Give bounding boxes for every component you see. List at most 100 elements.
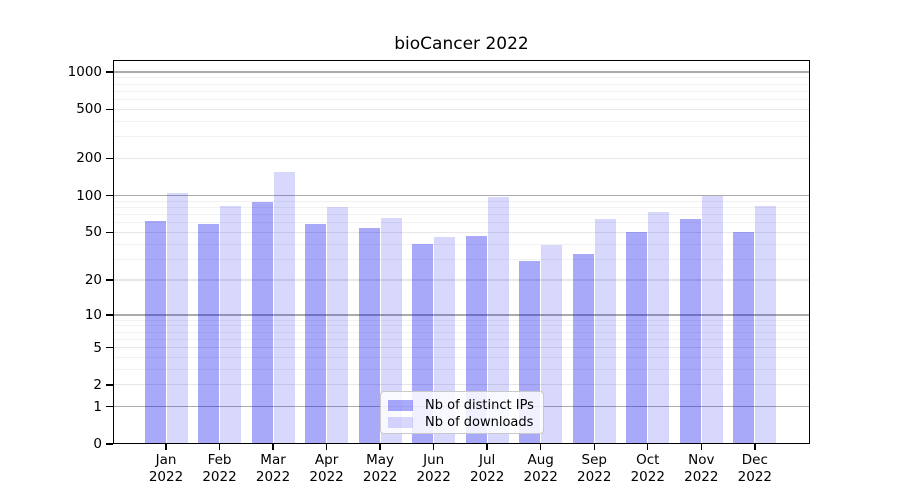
- bar-distinct-ips-oct: [626, 232, 648, 444]
- bar-distinct-ips-feb: [198, 224, 220, 444]
- y-tick-label: 10: [84, 306, 102, 323]
- x-tick-mark: [432, 444, 435, 450]
- y-tick-label: 2: [93, 376, 102, 393]
- y-tick-label: 200: [76, 150, 102, 167]
- y-tick-mark: [106, 346, 113, 349]
- x-tick-label: Jun 2022: [416, 452, 451, 485]
- x-tick-label: Aug 2022: [523, 452, 558, 485]
- minor-gridline: [113, 213, 810, 215]
- y-tick-mark: [106, 314, 113, 316]
- bar-distinct-ips-jan: [144, 220, 166, 444]
- x-tick-label: Apr 2022: [309, 452, 344, 485]
- y-tick-label: 20: [84, 272, 102, 289]
- bar-distinct-ips-sep: [572, 254, 594, 444]
- y-tick-mark: [106, 384, 113, 386]
- minor-gridline: [113, 325, 810, 327]
- legend-swatch-downloads: [388, 417, 413, 428]
- legend: Nb of distinct IPs Nb of downloads: [380, 391, 544, 434]
- decade-gridline: [113, 194, 810, 197]
- bar-distinct-ips-may: [358, 228, 380, 444]
- x-tick-label: Dec 2022: [737, 452, 772, 485]
- minor-gridline: [113, 120, 810, 122]
- chart-title: bioCancer 2022: [394, 34, 529, 54]
- bar-downloads-may: [380, 217, 402, 444]
- legend-item-distinct-ips: Nb of distinct IPs: [388, 398, 535, 413]
- x-tick-mark: [700, 444, 702, 450]
- x-tick-mark: [647, 444, 649, 450]
- minor-gridline: [113, 136, 810, 138]
- x-tick-mark: [379, 444, 381, 450]
- bar-distinct-ips-mar: [251, 202, 273, 444]
- legend-label-ips: Nb of distinct IPs: [425, 398, 534, 413]
- bar-downloads-aug: [541, 245, 563, 444]
- y-tick-mark: [106, 443, 113, 445]
- x-tick-mark: [593, 444, 595, 450]
- bar-downloads-nov: [701, 195, 723, 444]
- x-tick-label: Feb 2022: [202, 452, 237, 485]
- minor-gridline: [113, 338, 810, 340]
- minor-gridline: [113, 77, 810, 79]
- x-tick-mark: [165, 444, 167, 450]
- minor-gridline: [113, 319, 810, 321]
- y-tick-mark: [106, 279, 113, 281]
- x-tick-label: Oct 2022: [630, 452, 665, 485]
- bar-downloads-dec: [755, 206, 777, 444]
- tick-gridline: [113, 279, 810, 281]
- minor-gridline: [113, 243, 810, 245]
- bar-distinct-ips-apr: [305, 224, 327, 444]
- x-tick-label: Jan 2022: [148, 452, 184, 485]
- minor-gridline: [113, 83, 810, 85]
- x-tick-mark: [325, 444, 328, 450]
- bar-distinct-ips-nov: [679, 219, 701, 444]
- decade-gridline: [113, 314, 810, 316]
- legend-item-downloads: Nb of downloads: [388, 415, 535, 430]
- tick-gridline: [113, 346, 810, 349]
- decade-gridline: [113, 71, 810, 73]
- x-tick-mark: [272, 444, 274, 450]
- y-tick-label: 5: [93, 339, 102, 356]
- y-tick-label: 1000: [67, 64, 102, 80]
- tick-gridline: [113, 231, 810, 233]
- y-tick-label: 0: [93, 436, 102, 452]
- bar-downloads-oct: [648, 211, 670, 444]
- x-tick-label: Mar 2022: [255, 452, 291, 485]
- x-tick-label: Sep 2022: [577, 452, 612, 485]
- minor-gridline: [113, 206, 810, 208]
- bar-downloads-mar: [273, 172, 295, 444]
- minor-gridline: [113, 368, 810, 370]
- x-tick-mark: [218, 444, 221, 450]
- y-tick-label: 500: [76, 101, 102, 118]
- bar-downloads-jul: [487, 196, 509, 444]
- minor-gridline: [113, 331, 810, 333]
- bar-downloads-jan: [166, 193, 188, 444]
- y-tick-mark: [106, 71, 113, 73]
- minor-gridline: [113, 200, 810, 202]
- x-tick-label: May 2022: [362, 452, 398, 485]
- x-tick-label: Nov 2022: [684, 452, 719, 485]
- x-tick-mark: [486, 444, 488, 450]
- y-tick-label: 100: [76, 187, 102, 204]
- y-tick-mark: [106, 194, 113, 197]
- x-tick-mark: [540, 444, 542, 450]
- minor-gridline: [113, 98, 810, 100]
- minor-gridline: [113, 90, 810, 92]
- tick-gridline: [113, 157, 810, 160]
- bar-distinct-ips-dec: [733, 232, 755, 444]
- tick-gridline: [113, 384, 810, 386]
- minor-gridline: [113, 222, 810, 224]
- bar-downloads-apr: [327, 206, 349, 444]
- y-tick-mark: [106, 405, 113, 408]
- bar-downloads-sep: [594, 219, 616, 444]
- y-tick-mark: [106, 231, 113, 233]
- y-tick-label: 50: [84, 224, 102, 241]
- y-tick-mark: [106, 157, 113, 160]
- bar-downloads-feb: [220, 206, 242, 444]
- x-tick-mark: [754, 444, 756, 450]
- minor-gridline: [113, 356, 810, 358]
- y-tick-mark: [106, 108, 113, 110]
- tick-gridline: [113, 108, 810, 110]
- minor-gridline: [113, 258, 810, 260]
- x-tick-label: Jul 2022: [469, 452, 505, 485]
- legend-label-downloads: Nb of downloads: [425, 415, 534, 430]
